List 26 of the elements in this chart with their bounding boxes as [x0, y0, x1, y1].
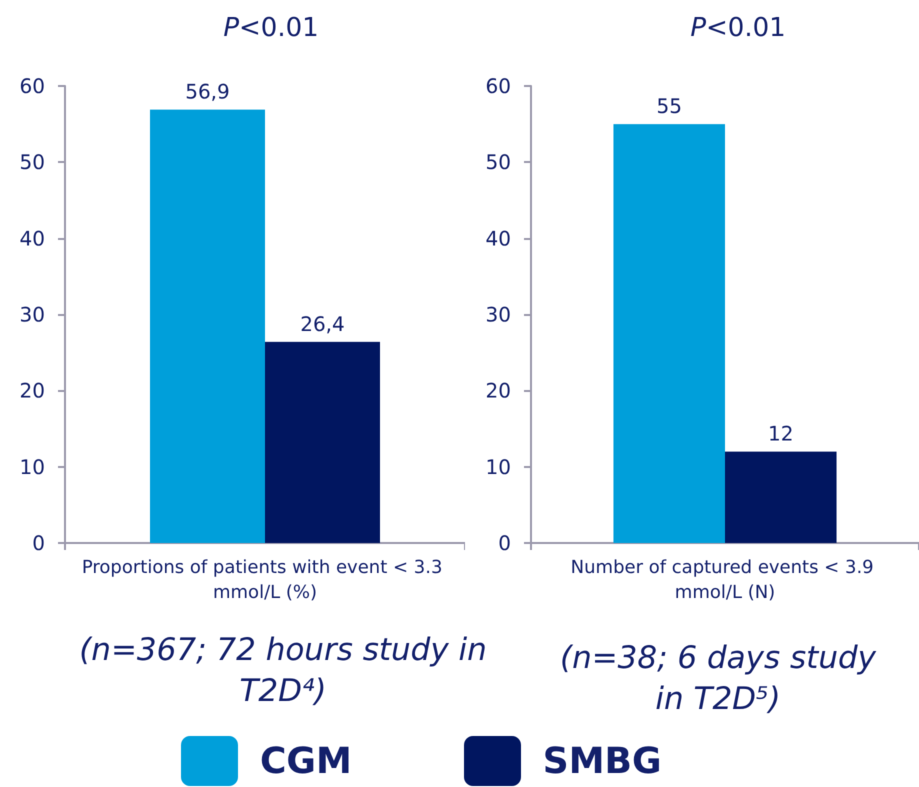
- y-tick-label: 0: [32, 531, 45, 555]
- y-tick-label: 50: [486, 150, 511, 174]
- text: (n=38; 6 days study in T2D⁵): [558, 639, 878, 719]
- chart-title: P<0.01: [690, 13, 786, 43]
- legend-label: CGM: [260, 740, 352, 782]
- y-tick-label: 50: [20, 150, 45, 174]
- chart-title: P<0.01: [223, 13, 319, 43]
- data-label: 26,4: [300, 312, 345, 336]
- data-label: 56,9: [185, 80, 230, 104]
- y-tick-label: 20: [20, 378, 45, 403]
- y-tick-label: 60: [486, 74, 511, 98]
- y-tick-label: 40: [20, 226, 45, 250]
- data-label: 55: [656, 94, 682, 118]
- y-tick-label: 30: [486, 302, 511, 326]
- text: (n=367; 72 hours study in T2D⁴): [78, 631, 488, 711]
- x-tick-label: Proportions of patients with event < 3.3 mmol/L (%): [82, 557, 448, 603]
- x-tick-label: Number of captured events < 3.9 mmol/L (N): [570, 557, 880, 603]
- y-tick-label: 10: [20, 454, 45, 479]
- y-tick-label: 60: [20, 74, 45, 98]
- y-tick-label: 10: [486, 454, 511, 479]
- y-tick-label: 30: [20, 302, 45, 326]
- y-tick-label: 0: [498, 531, 511, 555]
- data-label: 12: [768, 422, 794, 446]
- legend-label: SMBG: [542, 740, 662, 782]
- y-tick-label: 40: [486, 226, 511, 250]
- y-tick-label: 20: [486, 378, 511, 403]
